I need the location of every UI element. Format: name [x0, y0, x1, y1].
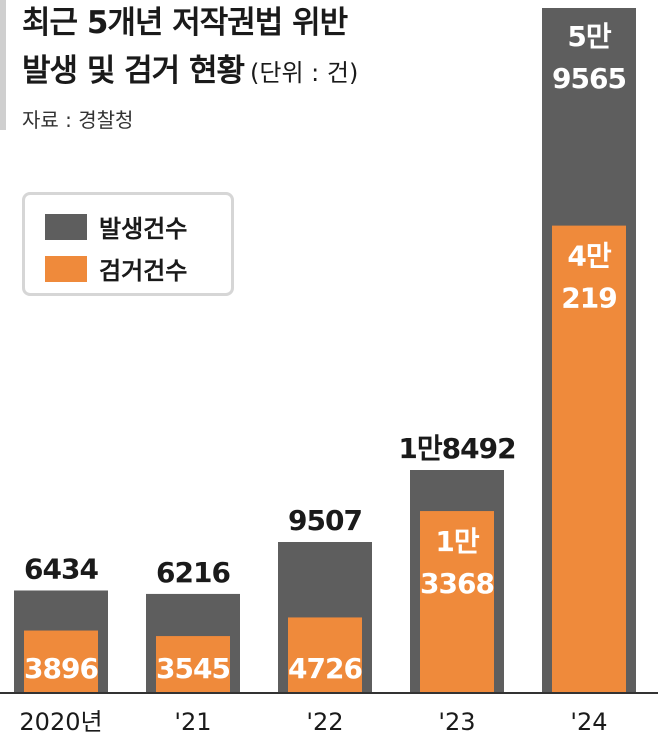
x-tick-label-0: 2020년: [19, 708, 102, 736]
legend-swatch-arrest: [45, 255, 87, 282]
label-occurrence-3: 1만8492: [398, 432, 515, 465]
chart-title-line1: 최근 5개년 저작권법 위반: [22, 5, 348, 41]
label-arrest-3-line1: 1만: [435, 525, 479, 558]
bar-arrest-2: [288, 617, 362, 692]
x-tick-label-3: '23: [438, 708, 475, 736]
x-tick-label-1: '21: [174, 708, 211, 736]
chart-title-line2-text: 발생 및 검거 현황: [22, 53, 245, 89]
label-arrest-4-line1: 4만: [567, 240, 611, 273]
x-tick-label-4: '24: [570, 708, 607, 736]
source-note: 자료 : 경찰청: [22, 108, 134, 132]
legend: 발생건수 검거건수: [22, 192, 234, 296]
label-arrest-1: 3545: [156, 652, 230, 685]
unit-label: (단위 : 건): [250, 59, 359, 87]
x-tick-label-2: '22: [306, 708, 343, 736]
label-occurrence-4-line1: 5만: [567, 20, 611, 53]
bar-arrest-0: [24, 630, 98, 692]
label-arrest-4-line2: 219: [561, 282, 616, 315]
legend-label-arrest: 검거건수: [99, 257, 188, 285]
legend-item-arrest: 검거건수: [45, 251, 187, 286]
legend-label-occurrence: 발생건수: [99, 215, 188, 243]
label-occurrence-4-line2: 9565: [552, 62, 626, 95]
label-occurrence-1: 6216: [156, 556, 230, 589]
bar-arrest-4: [552, 225, 626, 692]
legend-item-occurrence: 발생건수: [45, 209, 187, 244]
bar-arrest-3: [420, 511, 494, 692]
chart-title-line2: 발생 및 검거 현황 (단위 : 건): [22, 56, 358, 87]
label-occurrence-0: 6434: [24, 552, 98, 585]
label-arrest-3-line2: 3368: [420, 567, 494, 600]
label-arrest-0: 3896: [24, 652, 98, 685]
label-arrest-2: 4726: [288, 652, 362, 685]
legend-swatch-occurrence: [45, 213, 87, 240]
label-occurrence-2: 9507: [288, 504, 362, 537]
title-accent-bar: [0, 0, 6, 130]
bar-arrest-1: [156, 636, 230, 692]
